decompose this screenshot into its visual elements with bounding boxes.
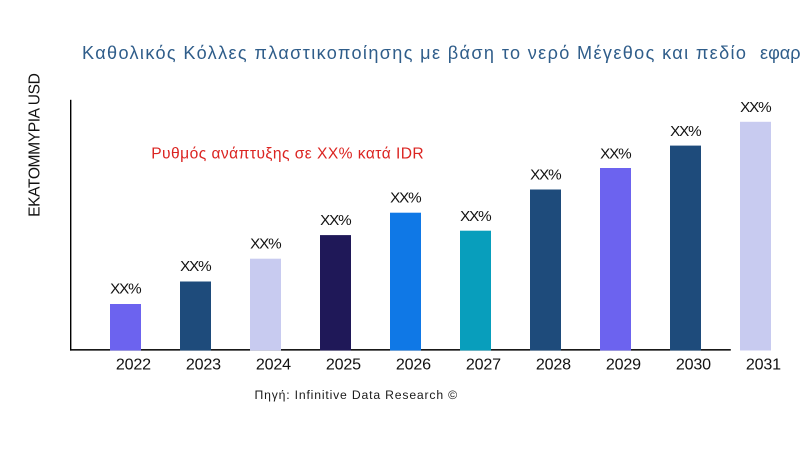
svg-text:2029: 2029	[606, 356, 641, 374]
svg-text:XX%: XX%	[740, 99, 772, 116]
svg-text:ΕΚΑΤΟΜΜΥΡΙΑ USD: ΕΚΑΤΟΜΜΥΡΙΑ USD	[27, 73, 44, 217]
svg-text:XX%: XX%	[390, 190, 422, 207]
svg-text:2025: 2025	[326, 356, 361, 374]
svg-text:2028: 2028	[536, 356, 571, 374]
svg-text:2027: 2027	[466, 356, 501, 374]
svg-text:XX%: XX%	[460, 208, 492, 225]
svg-text:2026: 2026	[396, 356, 431, 374]
svg-text:XX%: XX%	[320, 212, 352, 229]
svg-text:XX%: XX%	[110, 281, 142, 298]
svg-text:XX%: XX%	[180, 258, 212, 275]
svg-text:2031: 2031	[746, 356, 781, 374]
svg-text:εφαρμογής: εφαρμογής	[760, 43, 800, 63]
svg-text:2023: 2023	[186, 356, 221, 374]
svg-text:XX%: XX%	[250, 236, 282, 253]
svg-text:XX%: XX%	[670, 123, 702, 140]
svg-text:XX%: XX%	[600, 145, 632, 162]
svg-text:XX%: XX%	[530, 167, 562, 184]
svg-text:Πηγή: Infinitive Data Research: Πηγή: Infinitive Data Research ©	[254, 388, 457, 402]
svg-text:2022: 2022	[116, 356, 151, 374]
svg-text:Ρυθμός ανάπτυξης σε XX% κατά I: Ρυθμός ανάπτυξης σε XX% κατά IDR	[151, 146, 424, 163]
svg-text:2024: 2024	[256, 356, 291, 374]
svg-text:Καθολικός Κόλλες πλαστικοποίησ: Καθολικός Κόλλες πλαστικοποίησης με βάση…	[82, 43, 746, 63]
svg-text:2030: 2030	[676, 356, 711, 374]
